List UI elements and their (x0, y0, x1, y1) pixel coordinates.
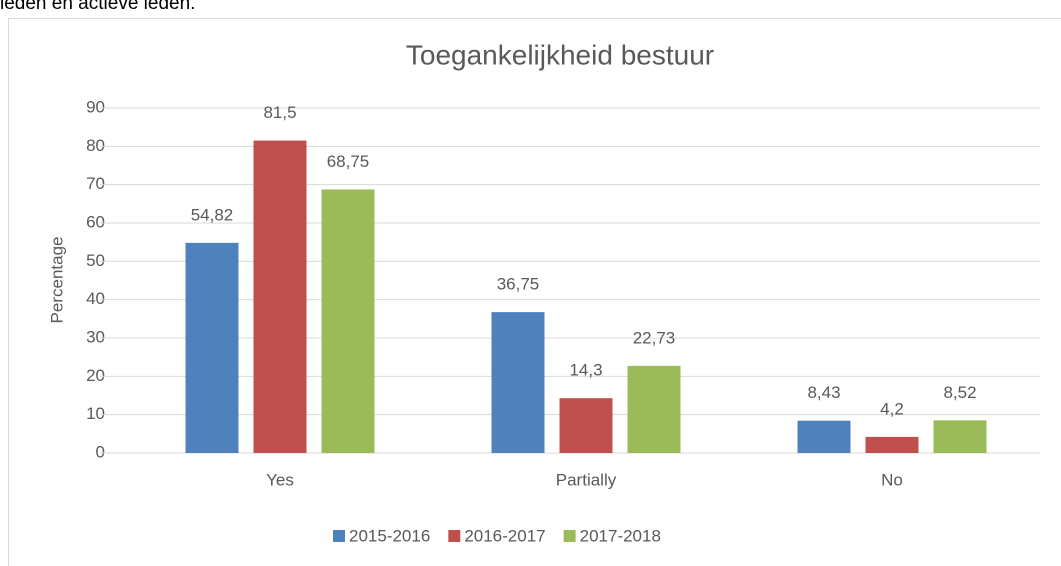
y-tick-label: 30 (86, 327, 105, 346)
y-tick-label: 80 (86, 136, 105, 155)
x-tick-label: Partially (556, 470, 617, 489)
data-label: 4,2 (880, 399, 904, 418)
bar (185, 242, 239, 453)
legend-swatch (333, 530, 345, 542)
y-tick-label: 50 (86, 251, 105, 270)
y-tick-label: 0 (96, 442, 105, 461)
data-label: 68,75 (327, 152, 370, 171)
bar (797, 420, 851, 453)
chart-title: Toegankelijkheid bestuur (406, 39, 714, 70)
legend-label: 2017-2018 (580, 526, 661, 545)
chart-frame (8, 18, 1061, 566)
legend-label: 2016-2017 (464, 526, 545, 545)
y-tick-label: 40 (86, 289, 105, 308)
context-text: leden en actieve leden. (0, 0, 195, 14)
data-label: 8,52 (943, 383, 976, 402)
y-tick-label: 70 (86, 174, 105, 193)
bar (491, 312, 545, 453)
x-tick-label: No (881, 470, 903, 489)
legend-swatch (563, 530, 576, 542)
data-label: 81,5 (263, 103, 296, 122)
bar (253, 140, 307, 454)
bar (321, 189, 375, 454)
data-label: 36,75 (497, 275, 540, 294)
legend-swatch (448, 530, 461, 542)
bar (627, 365, 681, 453)
data-label: 8,43 (807, 383, 840, 402)
data-label: 14,3 (569, 361, 602, 380)
bar (865, 436, 919, 453)
bar (933, 420, 987, 453)
x-tick-label: Yes (266, 470, 294, 489)
y-tick-label: 20 (86, 366, 105, 385)
data-label: 22,73 (633, 328, 676, 347)
bar (559, 398, 613, 453)
y-tick-label: 10 (86, 404, 105, 423)
y-tick-label: 60 (86, 212, 105, 231)
y-axis-label: Percentage (47, 237, 66, 324)
y-tick-label: 90 (86, 97, 105, 116)
legend-label: 2015-2016 (349, 526, 430, 545)
data-label: 54,82 (191, 205, 234, 224)
